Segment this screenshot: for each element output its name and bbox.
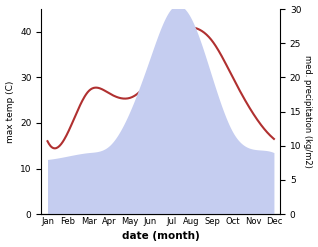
X-axis label: date (month): date (month) (122, 231, 200, 242)
Y-axis label: med. precipitation (kg/m2): med. precipitation (kg/m2) (303, 55, 313, 168)
Y-axis label: max temp (C): max temp (C) (5, 80, 15, 143)
